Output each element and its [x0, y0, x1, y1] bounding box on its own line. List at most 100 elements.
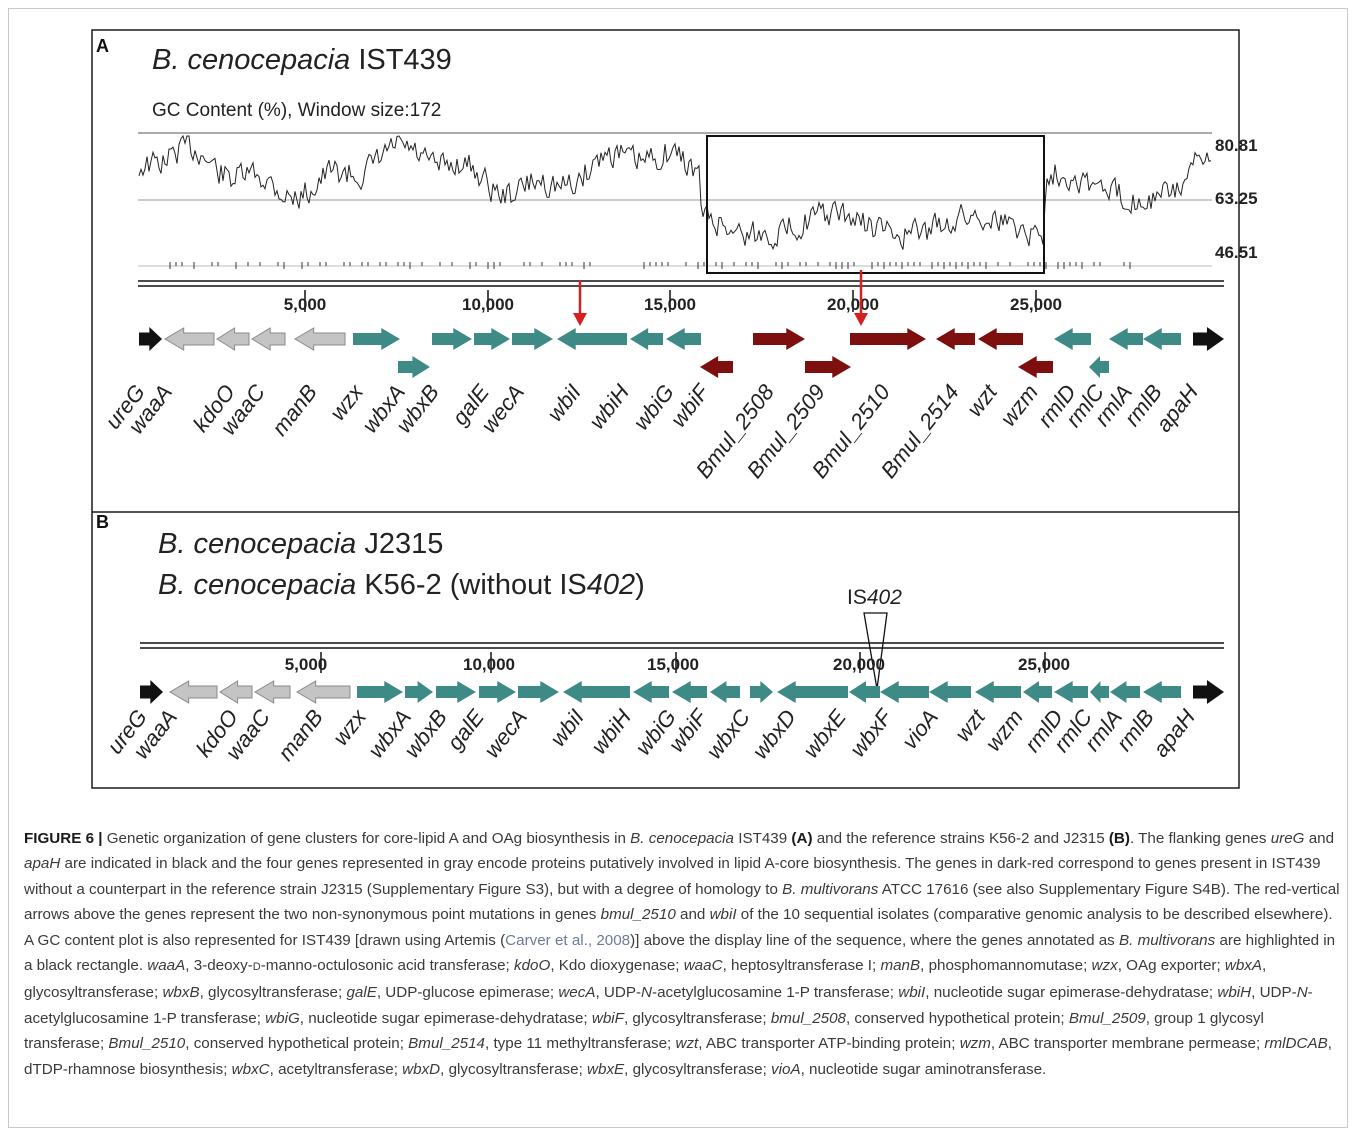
- gene-b-wbiH-arrow: [633, 681, 669, 703]
- caption-t10: apaH: [24, 855, 61, 873]
- caption-t1: Genetic organization of gene clusters fo…: [102, 830, 631, 847]
- gene-a-wbiH-arrow: [630, 328, 663, 350]
- caption-t50: wbiG: [265, 1009, 300, 1027]
- caption-t22: waaA: [147, 957, 186, 975]
- scale-b: 5,000 10,000 15,000 20,000 25,000: [285, 652, 1070, 674]
- figure-caption: FIGURE 6 | Genetic organization of gene …: [24, 826, 1344, 1082]
- scale-a-label-1: 5,000: [284, 295, 327, 314]
- gene-a-label-manB: manB: [267, 380, 322, 441]
- caption-label: FIGURE 6 |: [24, 830, 103, 847]
- gene-a-wzm-arrow: [1018, 356, 1053, 378]
- gene-a-label-wbiG: wbiG: [628, 380, 679, 435]
- gene-a-wzt-arrow: [978, 328, 1023, 350]
- caption-t46: wbiH: [1217, 984, 1252, 1002]
- panel-b-strain-1: J2315: [364, 528, 443, 560]
- gene-a-wecA-arrow: [512, 328, 553, 350]
- is402-label-a: IS: [847, 586, 867, 609]
- caption-t28: waaC: [683, 957, 723, 975]
- caption-t64: wzm: [959, 1035, 991, 1053]
- scale-a: 5,000 10,000 15,000 20,000 25,000: [284, 290, 1062, 314]
- caption-t8: ureG: [1270, 830, 1305, 847]
- scale-b-label-4: 20,000: [833, 655, 885, 674]
- caption-t9: and: [1304, 830, 1335, 847]
- caption-t24: D: [252, 961, 261, 974]
- caption-t40: wecA: [558, 984, 596, 1002]
- gene-a-wzx-arrow: [353, 328, 400, 350]
- caption-citation[interactable]: Carver et al., 2008: [505, 931, 631, 949]
- caption-t41: , UDP-: [595, 984, 642, 1002]
- gene-b-waaA-arrow: [169, 680, 218, 704]
- caption-t59: , conserved hypothetical protein;: [185, 1035, 409, 1053]
- caption-t37: , glycosyltransferase;: [199, 984, 347, 1002]
- gene-a-Bmul_2510-arrow: [850, 328, 926, 350]
- gene-a-rmlB-arrow: [1143, 328, 1181, 350]
- gene-b-wbxC-arrow: [750, 681, 773, 703]
- caption-t71: , glycosyltransferase;: [440, 1060, 588, 1078]
- caption-t54: bmul_2508: [770, 1009, 846, 1027]
- gene-a-label-wbiH: wbiH: [584, 380, 634, 434]
- caption-t27: , Kdo dioxygenase;: [550, 957, 684, 975]
- caption-t68: wbxC: [231, 1060, 270, 1078]
- figure-6-diagram: A B. cenocepacia IST439 GC Content (%), W…: [91, 29, 1258, 789]
- gene-b-label-wzm: wzm: [980, 705, 1028, 756]
- caption-t23: , 3-deoxy-: [185, 957, 253, 975]
- gene-arrows-a: [139, 327, 1224, 378]
- caption-t66: rmlDCAB: [1264, 1035, 1328, 1053]
- caption-t16: wbiI: [709, 906, 737, 924]
- caption-t63: , ABC transporter ATP-binding protein;: [698, 1035, 960, 1053]
- gene-a-wbiG-arrow: [666, 328, 701, 350]
- caption-t49: -acetylglucosamine 1-P transferase;: [24, 984, 1313, 1027]
- gene-a-waaC-arrow: [251, 327, 286, 351]
- caption-t33: , OAg exporter;: [1117, 957, 1225, 975]
- gene-b-label-wzx: wzx: [328, 704, 372, 750]
- caption-t12: B. multivorans: [782, 880, 879, 898]
- gene-a-Bmul_2514-arrow: [936, 328, 975, 350]
- gene-b-label-wbxF: wbxF: [845, 703, 898, 761]
- panels-border: [91, 29, 1240, 789]
- caption-t62: wzt: [675, 1035, 699, 1053]
- scale-b-label-1: 5,000: [285, 655, 328, 674]
- caption-t13: ATCC 17616 (see also Supplementary Figur…: [24, 880, 1340, 924]
- gene-b-wbiF-arrow: [710, 681, 740, 703]
- gene-b-label-wbiH: wbiH: [586, 705, 636, 759]
- caption-t38: galE: [346, 984, 377, 1002]
- gene-b-rmlA-arrow: [1110, 681, 1140, 703]
- is402-marker: [863, 612, 888, 690]
- panel-b-species-2: B. cenocepacia: [158, 569, 356, 601]
- multivorans-highlight-box: [706, 135, 1045, 274]
- gene-a-waaA-arrow: [164, 327, 215, 351]
- caption-t61: , type 11 methyltransferase;: [485, 1035, 676, 1053]
- gene-b-wecA-arrow: [518, 681, 559, 703]
- gene-b-wbxF-arrow: [880, 681, 929, 703]
- caption-t34: wbxA: [1224, 957, 1263, 975]
- gene-b-wbxD-arrow: [777, 681, 848, 703]
- caption-t26: kdoO: [514, 957, 551, 975]
- gene-a-wbiI-arrow: [557, 328, 627, 350]
- panel-b-strain-2b: 402: [587, 569, 635, 601]
- gene-a-wbxB-arrow: [432, 328, 472, 350]
- gene-a-label-wzm: wzm: [995, 380, 1043, 431]
- caption-t43: -acetylglucosamine 1-P transferase;: [652, 984, 899, 1002]
- gene-b-label-manB: manB: [273, 705, 328, 766]
- gc-tick-marks: [169, 262, 1131, 269]
- gene-b-wbxB-arrow: [436, 681, 476, 703]
- gene-b-label-wecA: wecA: [479, 705, 532, 763]
- caption-t73: , glycosyltransferase;: [624, 1060, 772, 1078]
- gc-label-mean: 63.25: [1215, 189, 1258, 208]
- caption-t53: , glycosyltransferase;: [623, 1009, 771, 1027]
- gene-b-wzt-arrow: [975, 681, 1021, 703]
- caption-t42: N: [641, 984, 653, 1002]
- caption-t58: Bmul_2510: [108, 1035, 186, 1053]
- scale-b-label-2: 10,000: [463, 655, 515, 674]
- is402-label: IS402: [847, 586, 902, 609]
- gene-b-label-vioA: vioA: [897, 705, 943, 754]
- scale-b-label-3: 15,000: [647, 655, 699, 674]
- gene-b-kdoO-arrow: [219, 680, 253, 704]
- panel-b-title-2: B. cenocepacia K56-2 (without IS402): [158, 569, 645, 601]
- caption-t36: wbxB: [162, 984, 200, 1002]
- caption-t51: , nucleotide sugar epimerase-dehydratase…: [299, 1009, 592, 1027]
- figure-frame: [8, 8, 1348, 1128]
- panel-a-title: B. cenocepacia IST439: [152, 44, 452, 76]
